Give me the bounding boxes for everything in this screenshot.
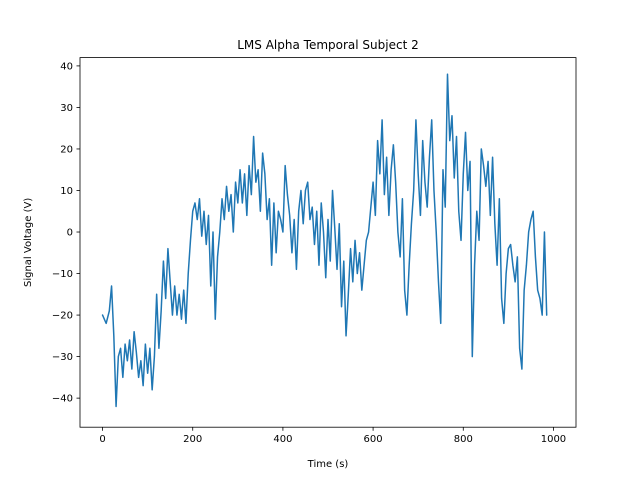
y-tick-label: −10 bbox=[52, 269, 73, 280]
y-tick-label: 30 bbox=[60, 103, 73, 114]
y-tick-label: 20 bbox=[60, 144, 73, 155]
x-tick-label: 1000 bbox=[541, 434, 566, 445]
x-tick-label: 200 bbox=[183, 434, 202, 445]
y-tick-label: −40 bbox=[52, 394, 73, 405]
y-axis-label: Signal Voltage (V) bbox=[23, 198, 34, 287]
y-tick-label: −30 bbox=[52, 352, 73, 363]
ticks-layer: 0 200 400 600 800 1000 −40 −30 −20 −10 0 10 20 30 40 bbox=[52, 61, 566, 445]
x-tick-label: 400 bbox=[273, 434, 292, 445]
y-tick-label: 0 bbox=[67, 228, 73, 239]
chart-title: LMS Alpha Temporal Subject 2 bbox=[237, 38, 418, 52]
x-tick-label: 600 bbox=[364, 434, 383, 445]
x-tick-label: 0 bbox=[99, 434, 105, 445]
y-tick-label: 40 bbox=[60, 61, 73, 72]
x-axis-label: Time (s) bbox=[307, 459, 349, 470]
series-line-signal bbox=[101, 73, 548, 408]
y-tick-label: −20 bbox=[52, 311, 73, 322]
y-tick-label: 10 bbox=[60, 186, 73, 197]
plot-frame bbox=[79, 57, 577, 428]
x-tick-label: 800 bbox=[454, 434, 473, 445]
series-layer bbox=[101, 73, 548, 408]
